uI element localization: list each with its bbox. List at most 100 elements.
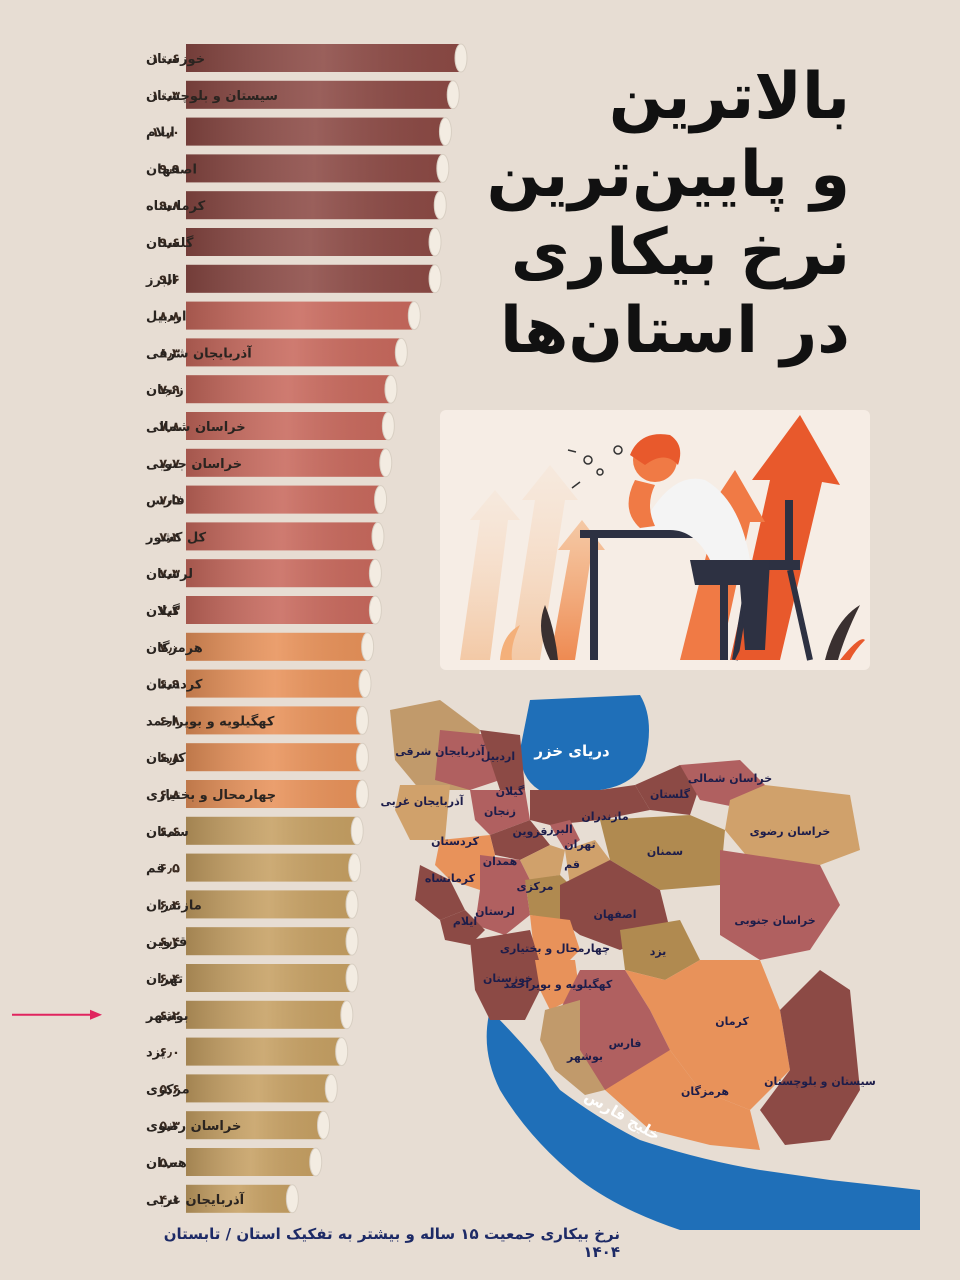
- title-line-3: نرخ بیکاری: [510, 216, 850, 290]
- bar-end-cap: [345, 926, 359, 956]
- value-label: ۸٫۸: [159, 310, 180, 325]
- bar-shade: [186, 412, 389, 440]
- bar-shade: [186, 338, 402, 367]
- bar-end-cap: [309, 1147, 323, 1177]
- category-label: آذربایجان غربی: [146, 1191, 245, 1208]
- map-province-label: اردبیل: [481, 750, 515, 763]
- bar-end-cap: [394, 337, 408, 367]
- bar-end-cap: [368, 558, 382, 588]
- bar-end-cap: [345, 963, 359, 993]
- map-province-label: کرمانشاه: [425, 872, 476, 885]
- category-label: تهران: [146, 972, 183, 987]
- bar-end-cap: [374, 485, 388, 515]
- map-province-label: گلستان: [650, 788, 691, 801]
- category-label: ایلام: [146, 126, 175, 141]
- value-label: ۶٫۹: [159, 678, 180, 693]
- bar-shade: [186, 228, 436, 256]
- bar-end-cap: [433, 190, 447, 220]
- category-label: هرمزگان: [146, 640, 203, 656]
- value-label: ۶٫۸: [159, 751, 180, 766]
- value-label: ۶٫۰: [159, 1046, 180, 1061]
- value-label: ۷٫۳: [159, 567, 180, 582]
- value-label: ۹٫۹: [159, 162, 180, 177]
- value-label: ۹٫۸: [159, 199, 180, 214]
- category-label: خوزستان: [146, 52, 205, 67]
- map-province-label: مازندران: [581, 810, 628, 823]
- bar-end-cap: [428, 264, 442, 294]
- category-label: خراسان شمالی: [146, 420, 246, 435]
- bar-end-cap: [340, 1000, 354, 1030]
- bar-shade: [186, 301, 415, 330]
- persian-gulf: [486, 1010, 920, 1230]
- map-province-label: ایلام: [453, 915, 477, 928]
- value-label: ۶٫۵: [159, 862, 180, 877]
- category-label: سیستان و بلوچستان: [146, 89, 278, 104]
- category-label: اصفهان: [146, 162, 197, 177]
- bar-shade: [186, 154, 443, 183]
- value-label: ۹٫۶: [159, 273, 180, 288]
- map-province-label: اصفهان: [593, 908, 636, 921]
- value-label: ۶٫۸: [159, 714, 180, 729]
- category-label: فارس: [146, 494, 185, 509]
- bar-end-cap: [361, 632, 375, 662]
- category-label: گلستان: [146, 235, 194, 251]
- value-label: ۷٫۰: [159, 641, 180, 656]
- value-label: ۶٫۶: [159, 825, 180, 840]
- bar-shade: [186, 816, 358, 845]
- map-province-label: زنجان: [484, 805, 516, 818]
- bar-shade: [186, 559, 376, 588]
- category-label: کرمان: [146, 751, 186, 766]
- bar-shade: [186, 596, 376, 624]
- map-province-label: قزوین: [513, 825, 548, 838]
- map-province-label: چهارمحال و بختیاری: [500, 942, 610, 955]
- bar-end-cap: [454, 43, 468, 73]
- iran-unemployment-map: دریای خزر خلیج فارس آذربایجان شرقی اردبی…: [380, 695, 920, 1230]
- bar-shade: [186, 264, 436, 293]
- page-title: بالاترین و پایین‌ترین نرخ بیکاری در استا…: [430, 58, 850, 370]
- unemployed-man-illustration: [440, 410, 870, 670]
- map-province-label: آذربایجان غربی: [380, 794, 463, 808]
- category-label: کرمانشاه: [146, 199, 206, 214]
- category-label: کهگیلویه و بویراحمد: [146, 713, 275, 729]
- title-line-4: در استان‌ها: [499, 294, 850, 368]
- category-label: زنجان: [146, 383, 184, 398]
- value-label: ۶٫۴: [159, 935, 180, 950]
- bar-end-cap: [407, 301, 421, 331]
- bar-end-cap: [324, 1073, 338, 1103]
- bar-end-cap: [446, 80, 460, 110]
- value-label: ۵٫۰: [159, 1156, 180, 1171]
- bar-shade: [186, 375, 391, 404]
- highlight-arrow-icon: [90, 1009, 102, 1020]
- category-label: کردستان: [146, 678, 203, 693]
- value-label: ۷٫۸: [159, 420, 180, 435]
- bar-end-cap: [436, 153, 450, 183]
- map-province-label: همدان: [483, 855, 518, 868]
- bar-shade: [186, 1184, 293, 1213]
- chart-footnote: نرخ بیکاری جمعیت ۱۵ ساله و بیشتر به تفکی…: [163, 1225, 620, 1261]
- value-label: ۴٫۱: [159, 1193, 180, 1208]
- value-label: ۶٫۲: [159, 1009, 180, 1024]
- title-line-2: و پایین‌ترین: [486, 138, 850, 212]
- bar-row: ۶٫۵قم: [146, 853, 362, 883]
- bar-end-cap: [350, 816, 364, 846]
- value-label: ۹٫۶: [159, 236, 180, 251]
- map-label-caspian: دریای خزر: [533, 742, 610, 760]
